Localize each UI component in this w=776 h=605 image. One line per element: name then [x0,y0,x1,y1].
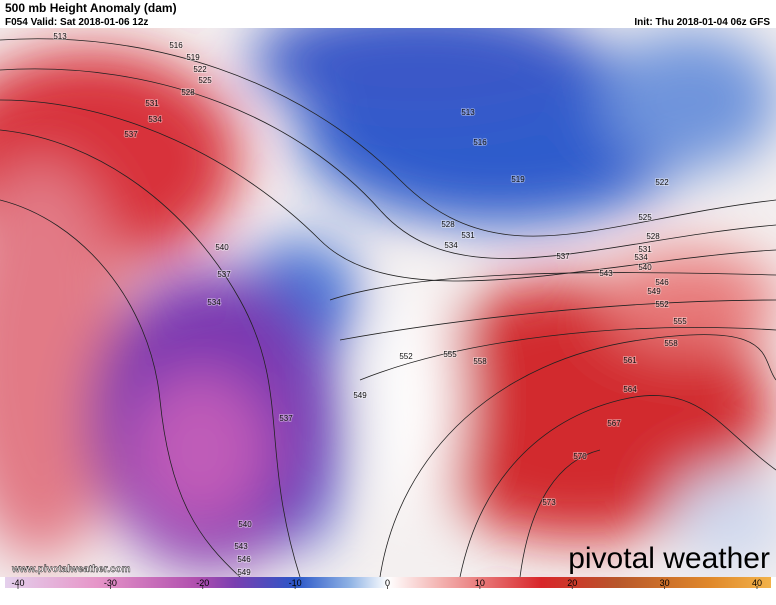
contour-label: 549 [353,391,367,400]
contour-label: 561 [623,356,637,365]
contour-label: 546 [237,555,251,564]
contour-label: 555 [443,350,457,359]
colorbar-tick-label: -10 [289,578,302,588]
contour-label: 546 [655,278,669,287]
contour-label: 543 [599,269,613,278]
colorbar-tick-label: -40 [11,578,24,588]
watermark-url: www.pivotalweather.com [11,564,131,575]
contour-label: 552 [655,300,669,309]
colorbar-tick-label: -30 [104,578,117,588]
contour-label: 549 [647,287,661,296]
contour-label: 522 [193,65,207,74]
contour-label: 567 [607,419,621,428]
contour-label: 558 [473,357,487,366]
contour-labels: 5135165195225255285315345375405375345135… [52,31,688,578]
contour-label: 531 [638,245,652,254]
contour-label: 534 [148,115,162,124]
contour-label: 525 [198,76,212,85]
anomaly-field [0,28,776,577]
colorbar [5,577,771,588]
contour-label: 528 [646,232,660,241]
contour-label: 537 [556,252,570,261]
contour-label: 573 [542,498,556,507]
contour-label: 540 [215,243,229,252]
init-time: Init: Thu 2018-01-04 06z GFS [634,17,770,28]
contour-label: 513 [53,32,67,41]
contour-label: 513 [461,108,475,117]
contour-label: 531 [461,231,475,240]
contour-label: 528 [441,220,455,229]
contour-label: 537 [124,130,138,139]
contour-label: 564 [623,385,637,394]
watermark-brand: pivotal weather [568,542,770,575]
contour-label: 522 [655,178,669,187]
contour-label: 552 [399,352,413,361]
height-contours [0,38,776,577]
contour-label: 540 [638,263,652,272]
contour-label: 543 [234,542,248,551]
map-title: 500 mb Height Anomaly (dam) [5,1,177,15]
colorbar-tick-label: 30 [660,578,670,588]
contour-label: 519 [186,53,200,62]
contour-label: 534 [634,253,648,262]
contour-label: 516 [169,41,183,50]
contour-label: 531 [145,99,159,108]
contour-label: 549 [237,568,251,577]
contour-label: 528 [181,88,195,97]
contour-label: 540 [238,520,252,529]
contour-label: 534 [207,298,221,307]
colorbar-tick-label: 40 [752,578,762,588]
colorbar-tick-label: 10 [475,578,485,588]
colorbar-tick-label: 0 [385,578,390,588]
contour-label: 537 [279,414,293,423]
contour-label: 555 [673,317,687,326]
valid-time: F054 Valid: Sat 2018-01-06 12z [5,17,148,28]
contour-label: 534 [444,241,458,250]
colorbar-tick-label: 20 [567,578,577,588]
contour-label: 558 [664,339,678,348]
contour-label: 570 [573,452,587,461]
contour-label: 537 [217,270,231,279]
colorbar-tick-label: -20 [196,578,209,588]
contour-label: 519 [511,175,525,184]
contour-label: 516 [473,138,487,147]
contour-label: 525 [638,213,652,222]
